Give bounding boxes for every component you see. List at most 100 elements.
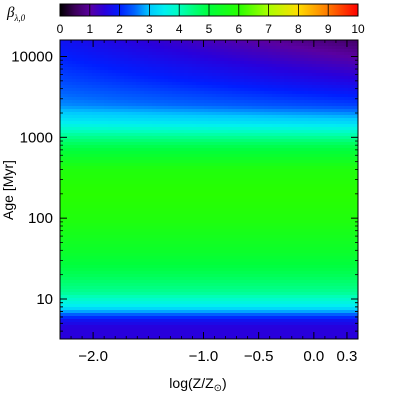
heatmap-cell xyxy=(288,43,293,47)
heatmap-cell xyxy=(72,190,77,194)
heatmap-cell xyxy=(116,46,121,50)
heatmap-cell xyxy=(320,118,325,122)
heatmap-cell xyxy=(80,118,85,122)
heatmap-cell xyxy=(204,214,209,218)
heatmap-cell xyxy=(124,226,129,230)
heatmap-cell xyxy=(212,193,217,197)
heatmap-cell xyxy=(208,88,213,92)
heatmap-cell xyxy=(92,229,97,233)
heatmap-cell xyxy=(100,211,105,215)
heatmap-cell xyxy=(276,157,281,161)
heatmap-cell xyxy=(276,178,281,182)
heatmap-cell xyxy=(292,97,297,101)
heatmap-cell xyxy=(100,67,105,71)
heatmap-cell xyxy=(248,61,253,65)
heatmap-cell xyxy=(336,193,341,197)
heatmap-cell xyxy=(268,178,273,182)
heatmap-cell xyxy=(220,163,225,167)
heatmap-cell xyxy=(284,151,289,155)
heatmap-cell xyxy=(300,133,305,137)
heatmap-cell xyxy=(188,82,193,86)
heatmap-cell xyxy=(176,127,181,131)
heatmap-cell xyxy=(256,58,261,62)
heatmap-cell xyxy=(136,163,141,167)
heatmap-cell xyxy=(92,187,97,191)
heatmap-cell xyxy=(324,43,329,47)
heatmap-cell xyxy=(272,40,277,44)
heatmap-cell xyxy=(192,115,197,119)
heatmap-cell xyxy=(144,178,149,182)
heatmap-cell xyxy=(216,157,221,161)
heatmap-cell xyxy=(312,76,317,80)
heatmap-cell xyxy=(108,115,113,119)
heatmap-cell xyxy=(172,166,177,170)
heatmap-cell xyxy=(64,127,69,131)
heatmap-cell xyxy=(108,85,113,89)
heatmap-cell xyxy=(168,55,173,59)
heatmap-cell xyxy=(260,43,265,47)
heatmap-cell xyxy=(60,172,65,176)
heatmap-cell xyxy=(84,133,89,137)
heatmap-cell xyxy=(92,184,97,188)
heatmap-cell xyxy=(80,223,85,227)
heatmap-cell xyxy=(316,61,321,65)
heatmap-cell xyxy=(212,163,217,167)
heatmap-cell xyxy=(196,151,201,155)
heatmap-cell xyxy=(348,127,353,131)
heatmap-cell xyxy=(244,226,249,230)
heatmap-cell xyxy=(220,175,225,179)
heatmap-cell xyxy=(108,142,113,146)
heatmap-cell xyxy=(100,58,105,62)
heatmap-cell xyxy=(236,151,241,155)
heatmap-cell xyxy=(164,211,169,215)
heatmap-cell xyxy=(200,112,205,116)
heatmap-cell xyxy=(76,229,81,233)
heatmap-cell xyxy=(252,148,257,152)
heatmap-cell xyxy=(320,88,325,92)
heatmap-cell xyxy=(76,106,81,110)
heatmap-cell xyxy=(160,55,165,59)
heatmap-cell xyxy=(244,172,249,176)
heatmap-cell xyxy=(188,148,193,152)
heatmap-cell xyxy=(248,82,253,86)
heatmap-cell xyxy=(336,79,341,83)
heatmap-cell xyxy=(176,163,181,167)
heatmap-cell xyxy=(316,199,321,203)
heatmap-cell xyxy=(308,49,313,53)
heatmap-cell xyxy=(288,127,293,131)
heatmap-cell xyxy=(232,223,237,227)
heatmap-cell xyxy=(220,64,225,68)
heatmap-cell xyxy=(104,205,109,209)
heatmap-cell xyxy=(132,208,137,212)
heatmap-cell xyxy=(356,157,359,161)
heatmap-cell xyxy=(112,211,117,215)
heatmap-cell xyxy=(168,166,173,170)
heatmap-cell xyxy=(284,184,289,188)
heatmap-cell xyxy=(60,163,65,167)
heatmap-cell xyxy=(240,181,245,185)
heatmap-cell xyxy=(204,85,209,89)
heatmap-cell xyxy=(336,121,341,125)
heatmap-cell xyxy=(316,214,321,218)
heatmap-cell xyxy=(76,226,81,230)
heatmap-cell xyxy=(88,229,93,233)
heatmap-cell xyxy=(272,85,277,89)
heatmap-cell xyxy=(300,211,305,215)
heatmap-cell xyxy=(224,76,229,80)
heatmap-cell xyxy=(248,106,253,110)
heatmap-cell xyxy=(308,118,313,122)
heatmap-cell xyxy=(168,226,173,230)
heatmap-cell xyxy=(188,166,193,170)
heatmap-cell xyxy=(144,211,149,215)
heatmap-cell xyxy=(128,145,133,149)
heatmap-cell xyxy=(124,178,129,182)
heatmap-cell xyxy=(248,142,253,146)
heatmap-cell xyxy=(312,232,317,236)
heatmap-cell xyxy=(340,82,345,86)
heatmap-cell xyxy=(144,193,149,197)
heatmap-cell xyxy=(96,223,101,227)
heatmap-cell xyxy=(332,82,337,86)
heatmap-cell xyxy=(288,97,293,101)
heatmap-cell xyxy=(88,67,93,71)
heatmap-cell xyxy=(84,181,89,185)
